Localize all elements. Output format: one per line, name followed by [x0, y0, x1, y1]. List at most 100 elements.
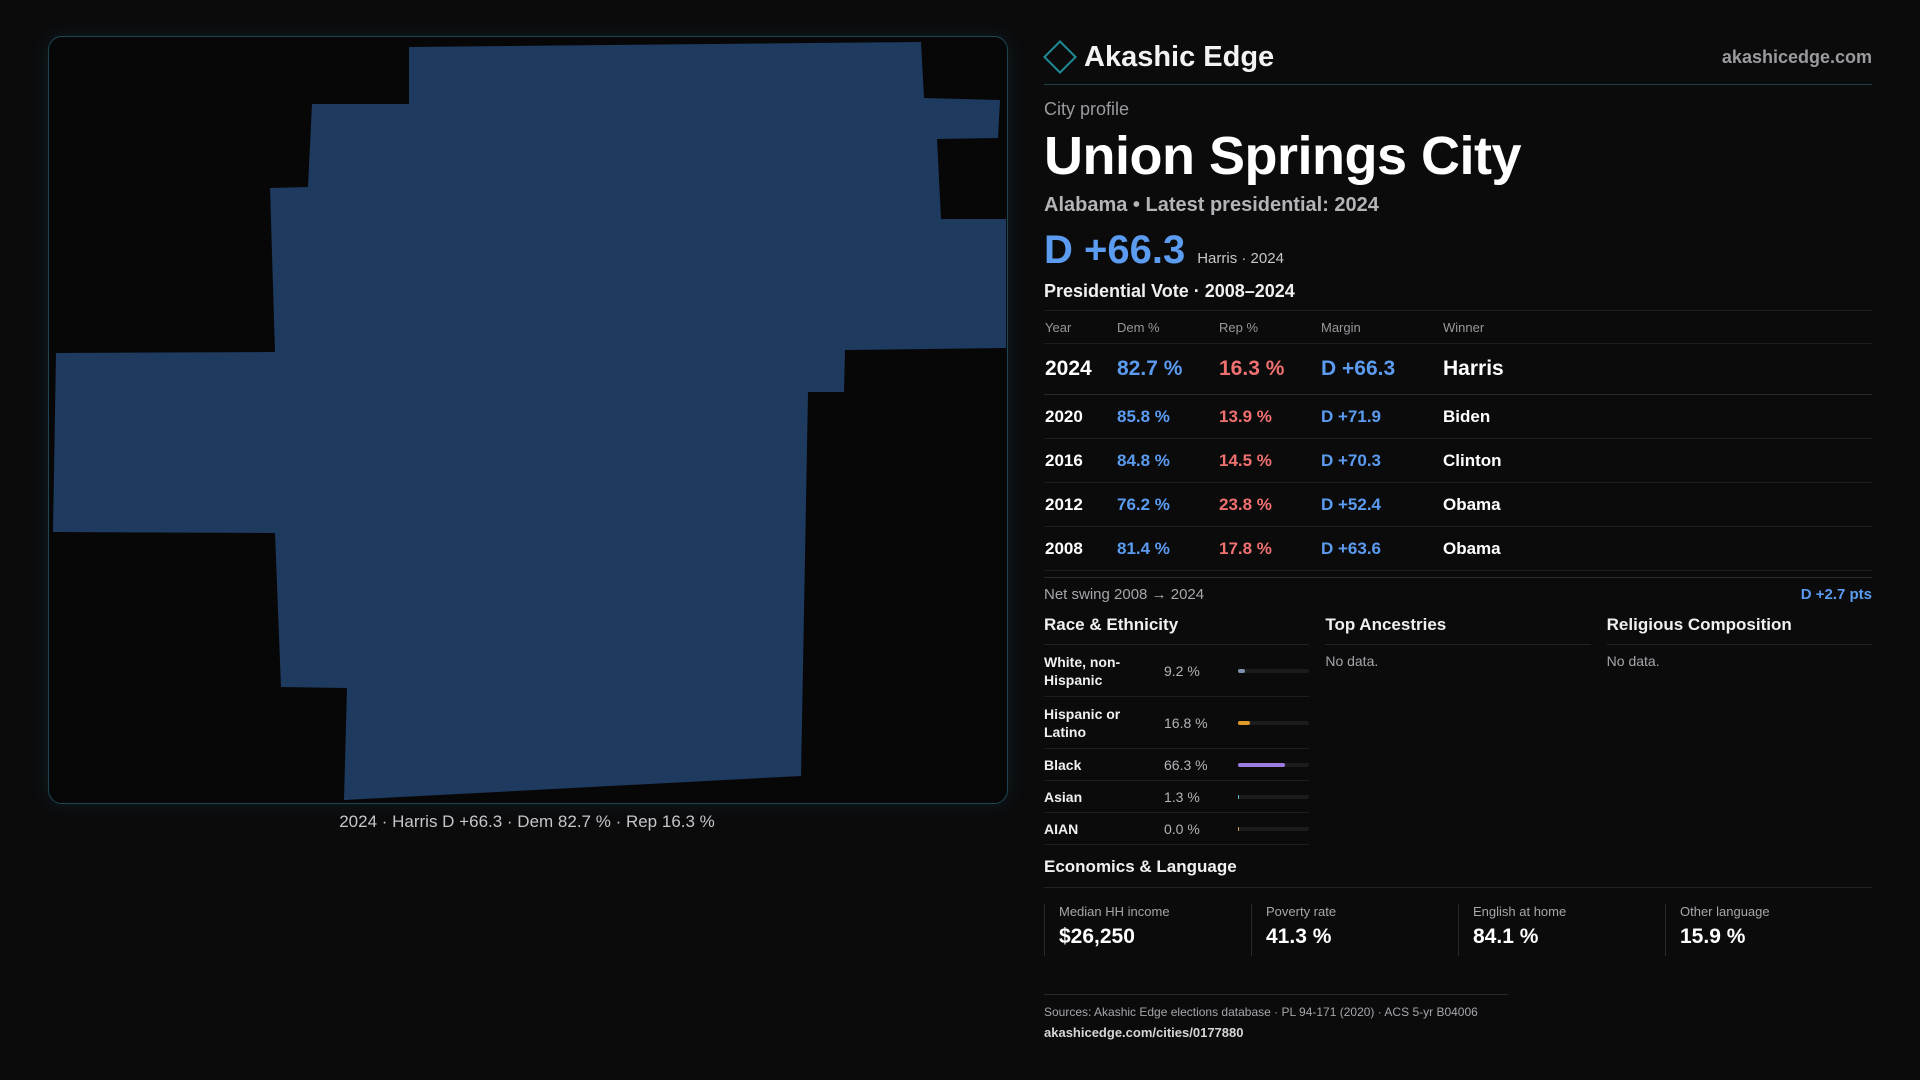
net-swing: Net swing 2008 → 2024 D +2.7 pts — [1044, 577, 1872, 603]
footer-url-link[interactable]: akashicedge.com/cities/0177880 — [1044, 1025, 1244, 1040]
table-row: 2024 82.7 % 16.3 % D +66.3 Harris — [1044, 343, 1872, 395]
cell-margin: D +70.3 — [1320, 438, 1442, 483]
headline-margin: D +66.3 Harris · 2024 — [1044, 229, 1872, 271]
econ-value: 41.3 % — [1266, 925, 1332, 948]
race-ethnicity-title: Race & Ethnicity — [1044, 615, 1310, 645]
net-swing-label: Net swing 2008 → 2024 — [1044, 586, 1205, 603]
econ-value: 84.1 % — [1473, 925, 1539, 948]
race-ethnicity-panel: Race & Ethnicity White, non-Hispanic 9.2… — [1044, 615, 1310, 845]
col-header-winner: Winner — [1442, 310, 1872, 344]
col-header-margin: Margin — [1320, 310, 1442, 344]
page-subtitle: Alabama • Latest presidential: 2024 — [1044, 194, 1379, 216]
cell-year: 2008 — [1044, 526, 1116, 571]
cell-margin: D +71.9 — [1320, 394, 1442, 439]
cell-winner: Clinton — [1442, 438, 1872, 483]
econ-cell: Median HH income $26,250 — [1044, 904, 1251, 956]
cell-dem: 84.8 % — [1116, 438, 1218, 483]
col-header-dem: Dem % — [1116, 310, 1218, 344]
cell-margin: D +66.3 — [1320, 343, 1442, 395]
race-bar — [1238, 794, 1310, 799]
race-value: 66.3 % — [1164, 756, 1208, 773]
cell-dem: 76.2 % — [1116, 482, 1218, 527]
cell-dem: 82.7 % — [1116, 343, 1218, 395]
race-value: 16.8 % — [1164, 714, 1208, 731]
cell-dem: 85.8 % — [1116, 394, 1218, 439]
col-header-year: Year — [1044, 310, 1116, 344]
cell-winner: Biden — [1442, 394, 1872, 439]
cell-year: 2020 — [1044, 394, 1116, 439]
cell-rep: 17.8 % — [1218, 526, 1320, 571]
vote-table: Year Dem % Rep % Margin Winner 2024 82.7… — [1044, 310, 1872, 571]
race-value: 9.2 % — [1164, 662, 1200, 679]
demographics-section: Race & Ethnicity White, non-Hispanic 9.2… — [1044, 615, 1872, 845]
ancestries-title: Top Ancestries — [1325, 615, 1591, 645]
race-value: 1.3 % — [1164, 788, 1200, 805]
race-bar — [1238, 720, 1310, 725]
brand-bar: Akashic Edge akashicedge.com — [1043, 36, 1872, 85]
race-name: Black — [1044, 756, 1082, 773]
econ-label: Other language — [1680, 904, 1770, 919]
brand-url-link[interactable]: akashicedge.com — [1721, 46, 1872, 67]
race-bar — [1238, 762, 1310, 767]
race-bar-fill — [1238, 794, 1239, 799]
race-bar-fill — [1238, 720, 1250, 725]
race-name: Asian — [1044, 788, 1083, 805]
page-title: Union Springs City — [1044, 126, 1522, 186]
religion-panel: Religious Composition No data. — [1606, 615, 1872, 845]
race-bar-fill — [1238, 668, 1245, 673]
brand-name: Akashic Edge — [1084, 40, 1275, 73]
profile-panel: Akashic Edge akashicedge.com City profil… — [1043, 36, 1872, 956]
city-boundary-shape[interactable] — [53, 42, 1006, 800]
table-row: 2016 84.8 % 14.5 % D +70.3 Clinton — [1044, 438, 1872, 483]
city-map[interactable] — [48, 36, 1008, 804]
table-row: 2020 85.8 % 13.9 % D +71.9 Biden — [1044, 394, 1872, 439]
table-header-row: Year Dem % Rep % Margin Winner — [1044, 310, 1872, 344]
race-row: Asian 1.3 % — [1044, 781, 1310, 813]
religion-title: Religious Composition — [1606, 615, 1872, 645]
cell-rep: 16.3 % — [1218, 343, 1320, 395]
race-bar — [1238, 826, 1310, 831]
econ-value: 15.9 % — [1680, 925, 1746, 948]
religion-empty: No data. — [1606, 653, 1660, 669]
cell-margin: D +63.6 — [1320, 526, 1442, 571]
map-caption: 2024 · Harris D +66.3 · Dem 82.7 % · Rep… — [339, 812, 715, 831]
cell-winner: Harris — [1442, 343, 1872, 395]
econ-value: $26,250 — [1059, 925, 1135, 948]
econ-label: Median HH income — [1059, 904, 1170, 919]
econ-cell: Other language 15.9 % — [1665, 904, 1872, 956]
cell-rep: 13.9 % — [1218, 394, 1320, 439]
race-name: Hispanic or Latino — [1044, 705, 1121, 740]
race-value: 0.0 % — [1164, 820, 1200, 837]
econ-label: English at home — [1473, 904, 1567, 919]
economics-row: Median HH income $26,250 Poverty rate 41… — [1044, 904, 1872, 956]
cell-rep: 23.8 % — [1218, 482, 1320, 527]
cell-year: 2012 — [1044, 482, 1116, 527]
cell-winner: Obama — [1442, 482, 1872, 527]
city-boundary-map[interactable] — [49, 37, 1007, 803]
col-header-rep: Rep % — [1218, 310, 1320, 344]
race-row: Black 66.3 % — [1044, 749, 1310, 781]
race-bar-fill — [1238, 762, 1286, 767]
cell-rep: 14.5 % — [1218, 438, 1320, 483]
race-row: White, non-Hispanic 9.2 % — [1044, 645, 1310, 697]
table-row: 2008 81.4 % 17.8 % D +63.6 Obama — [1044, 526, 1872, 571]
sources-text: Sources: Akashic Edge elections database… — [1044, 1005, 1478, 1019]
cell-year: 2016 — [1044, 438, 1116, 483]
page-footer: Sources: Akashic Edge elections database… — [1044, 994, 1508, 1040]
table-row: 2012 76.2 % 23.8 % D +52.4 Obama — [1044, 482, 1872, 527]
race-name: White, non-Hispanic — [1044, 653, 1121, 688]
cell-dem: 81.4 % — [1116, 526, 1218, 571]
race-row: Hispanic or Latino 16.8 % — [1044, 697, 1310, 749]
diamond-icon — [1043, 40, 1077, 74]
net-swing-value: D +2.7 pts — [1800, 586, 1872, 603]
brand[interactable]: Akashic Edge — [1043, 40, 1275, 74]
race-name: AIAN — [1044, 820, 1079, 837]
headline-margin-value: D +66.3 — [1044, 228, 1186, 272]
headline-margin-note: Harris · 2024 — [1197, 250, 1284, 267]
vote-table-title: Presidential Vote · 2008–2024 — [1044, 281, 1295, 301]
race-bar — [1238, 668, 1310, 673]
ancestries-panel: Top Ancestries No data. — [1325, 615, 1591, 845]
econ-label: Poverty rate — [1266, 904, 1337, 919]
cell-winner: Obama — [1442, 526, 1872, 571]
page-kicker: City profile — [1044, 99, 1130, 119]
